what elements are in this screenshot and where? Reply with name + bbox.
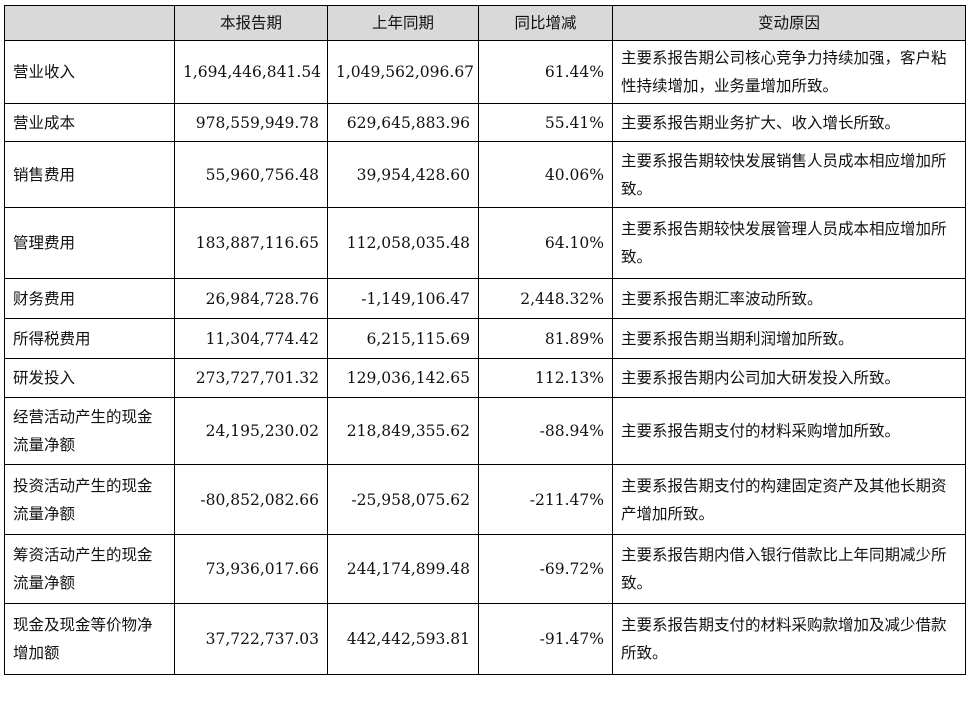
yoy-change-value: 40.06% <box>478 141 613 208</box>
yoy-change-value: 55.41% <box>478 103 613 142</box>
prior-period-value: 6,215,115.69 <box>327 318 479 359</box>
table-row: 所得税费用 11,304,774.42 6,215,115.69 81.89% … <box>4 318 966 359</box>
yoy-change-value: 64.10% <box>478 207 613 279</box>
financial-change-table: 本报告期 上年同期 同比增减 变动原因 营业收入 1,694,446,841.5… <box>4 5 966 675</box>
header-cell: 本报告期 <box>174 5 328 41</box>
row-label: 财务费用 <box>4 278 175 319</box>
prior-period-value: 39,954,428.60 <box>327 141 479 208</box>
yoy-change-value: -88.94% <box>478 397 613 465</box>
current-period-value: 73,936,017.66 <box>174 534 328 604</box>
row-label: 所得税费用 <box>4 318 175 359</box>
row-label: 营业收入 <box>4 40 175 104</box>
current-period-value: 183,887,116.65 <box>174 207 328 279</box>
prior-period-value: -1,149,106.47 <box>327 278 479 319</box>
row-label: 筹资活动产生的现金流量净额 <box>4 534 175 604</box>
current-period-value: 26,984,728.76 <box>174 278 328 319</box>
table-row: 财务费用 26,984,728.76 -1,149,106.47 2,448.3… <box>4 278 966 319</box>
row-label: 销售费用 <box>4 141 175 208</box>
table-row: 研发投入 273,727,701.32 129,036,142.65 112.1… <box>4 358 966 398</box>
current-period-value: 978,559,949.78 <box>174 103 328 142</box>
prior-period-value: -25,958,075.62 <box>327 464 479 535</box>
header-cell: 上年同期 <box>327 5 479 41</box>
table-row: 管理费用 183,887,116.65 112,058,035.48 64.10… <box>4 207 966 279</box>
table-row: 营业成本 978,559,949.78 629,645,883.96 55.41… <box>4 103 966 142</box>
prior-period-value: 112,058,035.48 <box>327 207 479 279</box>
prior-period-value: 129,036,142.65 <box>327 358 479 398</box>
yoy-change-value: -91.47% <box>478 603 613 675</box>
change-reason: 主要系报告期内借入银行借款比上年同期减少所致。 <box>612 534 966 604</box>
header-row: 本报告期 上年同期 同比增减 变动原因 <box>4 5 966 41</box>
row-label: 管理费用 <box>4 207 175 279</box>
prior-period-value: 442,442,593.81 <box>327 603 479 675</box>
header-cell <box>4 5 175 41</box>
change-reason: 主要系报告期支付的材料采购款增加及减少借款所致。 <box>612 603 966 675</box>
yoy-change-value: 81.89% <box>478 318 613 359</box>
yoy-change-value: 112.13% <box>478 358 613 398</box>
prior-period-value: 218,849,355.62 <box>327 397 479 465</box>
yoy-change-value: -211.47% <box>478 464 613 535</box>
current-period-value: 24,195,230.02 <box>174 397 328 465</box>
change-reason: 主要系报告期支付的构建固定资产及其他长期资产增加所致。 <box>612 464 966 535</box>
table-row: 销售费用 55,960,756.48 39,954,428.60 40.06% … <box>4 141 966 208</box>
row-label: 研发投入 <box>4 358 175 398</box>
row-label: 投资活动产生的现金流量净额 <box>4 464 175 535</box>
header-cell: 同比增减 <box>478 5 613 41</box>
row-label: 营业成本 <box>4 103 175 142</box>
table-row: 现金及现金等价物净增加额 37,722,737.03 442,442,593.8… <box>4 603 966 675</box>
change-reason: 主要系报告期当期利润增加所致。 <box>612 318 966 359</box>
prior-period-value: 1,049,562,096.67 <box>327 40 479 104</box>
change-reason: 主要系报告期内公司加大研发投入所致。 <box>612 358 966 398</box>
change-reason: 主要系报告期较快发展销售人员成本相应增加所致。 <box>612 141 966 208</box>
table-row: 投资活动产生的现金流量净额 -80,852,082.66 -25,958,075… <box>4 464 966 535</box>
change-reason: 主要系报告期业务扩大、收入增长所致。 <box>612 103 966 142</box>
current-period-value: 1,694,446,841.54 <box>174 40 328 104</box>
row-label: 现金及现金等价物净增加额 <box>4 603 175 675</box>
change-reason: 主要系报告期支付的材料采购增加所致。 <box>612 397 966 465</box>
change-reason: 主要系报告期较快发展管理人员成本相应增加所致。 <box>612 207 966 279</box>
yoy-change-value: -69.72% <box>478 534 613 604</box>
yoy-change-value: 2,448.32% <box>478 278 613 319</box>
table-row: 营业收入 1,694,446,841.54 1,049,562,096.67 6… <box>4 40 966 104</box>
table-row: 经营活动产生的现金流量净额 24,195,230.02 218,849,355.… <box>4 397 966 465</box>
current-period-value: -80,852,082.66 <box>174 464 328 535</box>
change-reason: 主要系报告期公司核心竞争力持续加强，客户粘性持续增加，业务量增加所致。 <box>612 40 966 104</box>
prior-period-value: 244,174,899.48 <box>327 534 479 604</box>
current-period-value: 37,722,737.03 <box>174 603 328 675</box>
current-period-value: 55,960,756.48 <box>174 141 328 208</box>
prior-period-value: 629,645,883.96 <box>327 103 479 142</box>
table-row: 筹资活动产生的现金流量净额 73,936,017.66 244,174,899.… <box>4 534 966 604</box>
current-period-value: 11,304,774.42 <box>174 318 328 359</box>
yoy-change-value: 61.44% <box>478 40 613 104</box>
row-label: 经营活动产生的现金流量净额 <box>4 397 175 465</box>
current-period-value: 273,727,701.32 <box>174 358 328 398</box>
header-cell: 变动原因 <box>612 5 966 41</box>
change-reason: 主要系报告期汇率波动所致。 <box>612 278 966 319</box>
